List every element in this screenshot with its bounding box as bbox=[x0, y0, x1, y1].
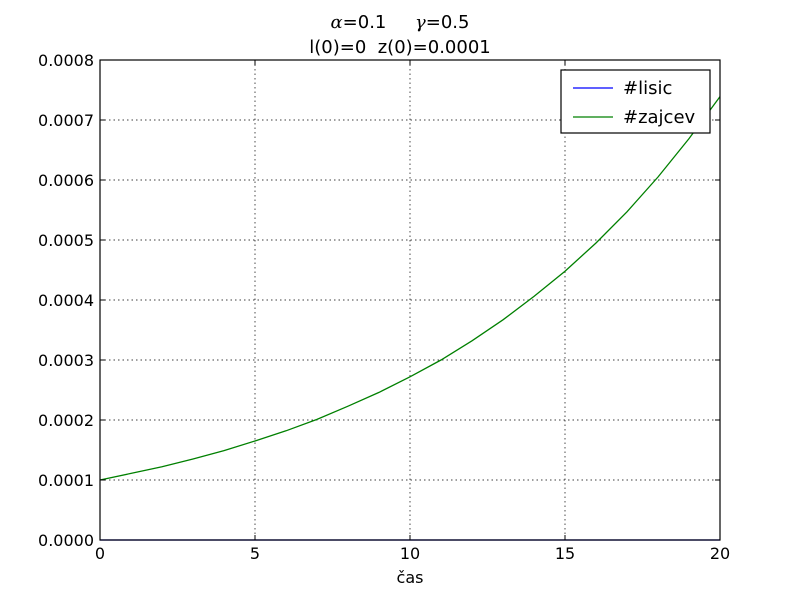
y-tick-label: 0.0005 bbox=[38, 231, 94, 250]
series-line-zajcev bbox=[99, 96, 721, 481]
x-tick-label: 10 bbox=[400, 544, 420, 563]
legend-label-zajcev: #zajcev bbox=[623, 107, 696, 128]
x-tick-label: 5 bbox=[250, 544, 260, 563]
chart-title-initial-conditions: l(0)=0 z(0)=0.0001 bbox=[309, 37, 491, 58]
y-tick-label: 0.0002 bbox=[38, 411, 94, 430]
y-tick-label: 0.0001 bbox=[38, 471, 94, 490]
tick-labels: 0 5 10 15 20 0.0000 0.0001 0.0002 0.0003 0.0004 0.… bbox=[38, 51, 730, 563]
chart-title-params: α=0.1 γ=0.5 bbox=[0, 12, 800, 33]
alpha-value: =0.1 bbox=[342, 12, 387, 33]
x-axis-label: čas bbox=[397, 568, 424, 587]
alpha-symbol: α bbox=[330, 12, 343, 33]
series-lines bbox=[99, 96, 721, 541]
y-tick-label: 0.0003 bbox=[38, 351, 94, 370]
x-tick-label: 20 bbox=[710, 544, 730, 563]
gamma-value: =0.5 bbox=[425, 12, 470, 33]
y-tick-label: 0.0008 bbox=[38, 51, 94, 70]
legend: #lisic #zajcev bbox=[560, 69, 711, 134]
y-tick-label: 0.0007 bbox=[38, 111, 94, 130]
grid-lines bbox=[100, 60, 720, 540]
x-tick-label: 0 bbox=[95, 544, 105, 563]
x-tick-label: 15 bbox=[555, 544, 575, 563]
axis-ticks bbox=[99, 59, 721, 541]
gamma-symbol: γ bbox=[415, 12, 426, 33]
legend-box bbox=[560, 69, 711, 134]
y-tick-label: 0.0000 bbox=[38, 531, 94, 550]
y-tick-label: 0.0006 bbox=[38, 171, 94, 190]
legend-label-lisic: #lisic bbox=[623, 78, 672, 99]
y-tick-label: 0.0004 bbox=[38, 291, 94, 310]
